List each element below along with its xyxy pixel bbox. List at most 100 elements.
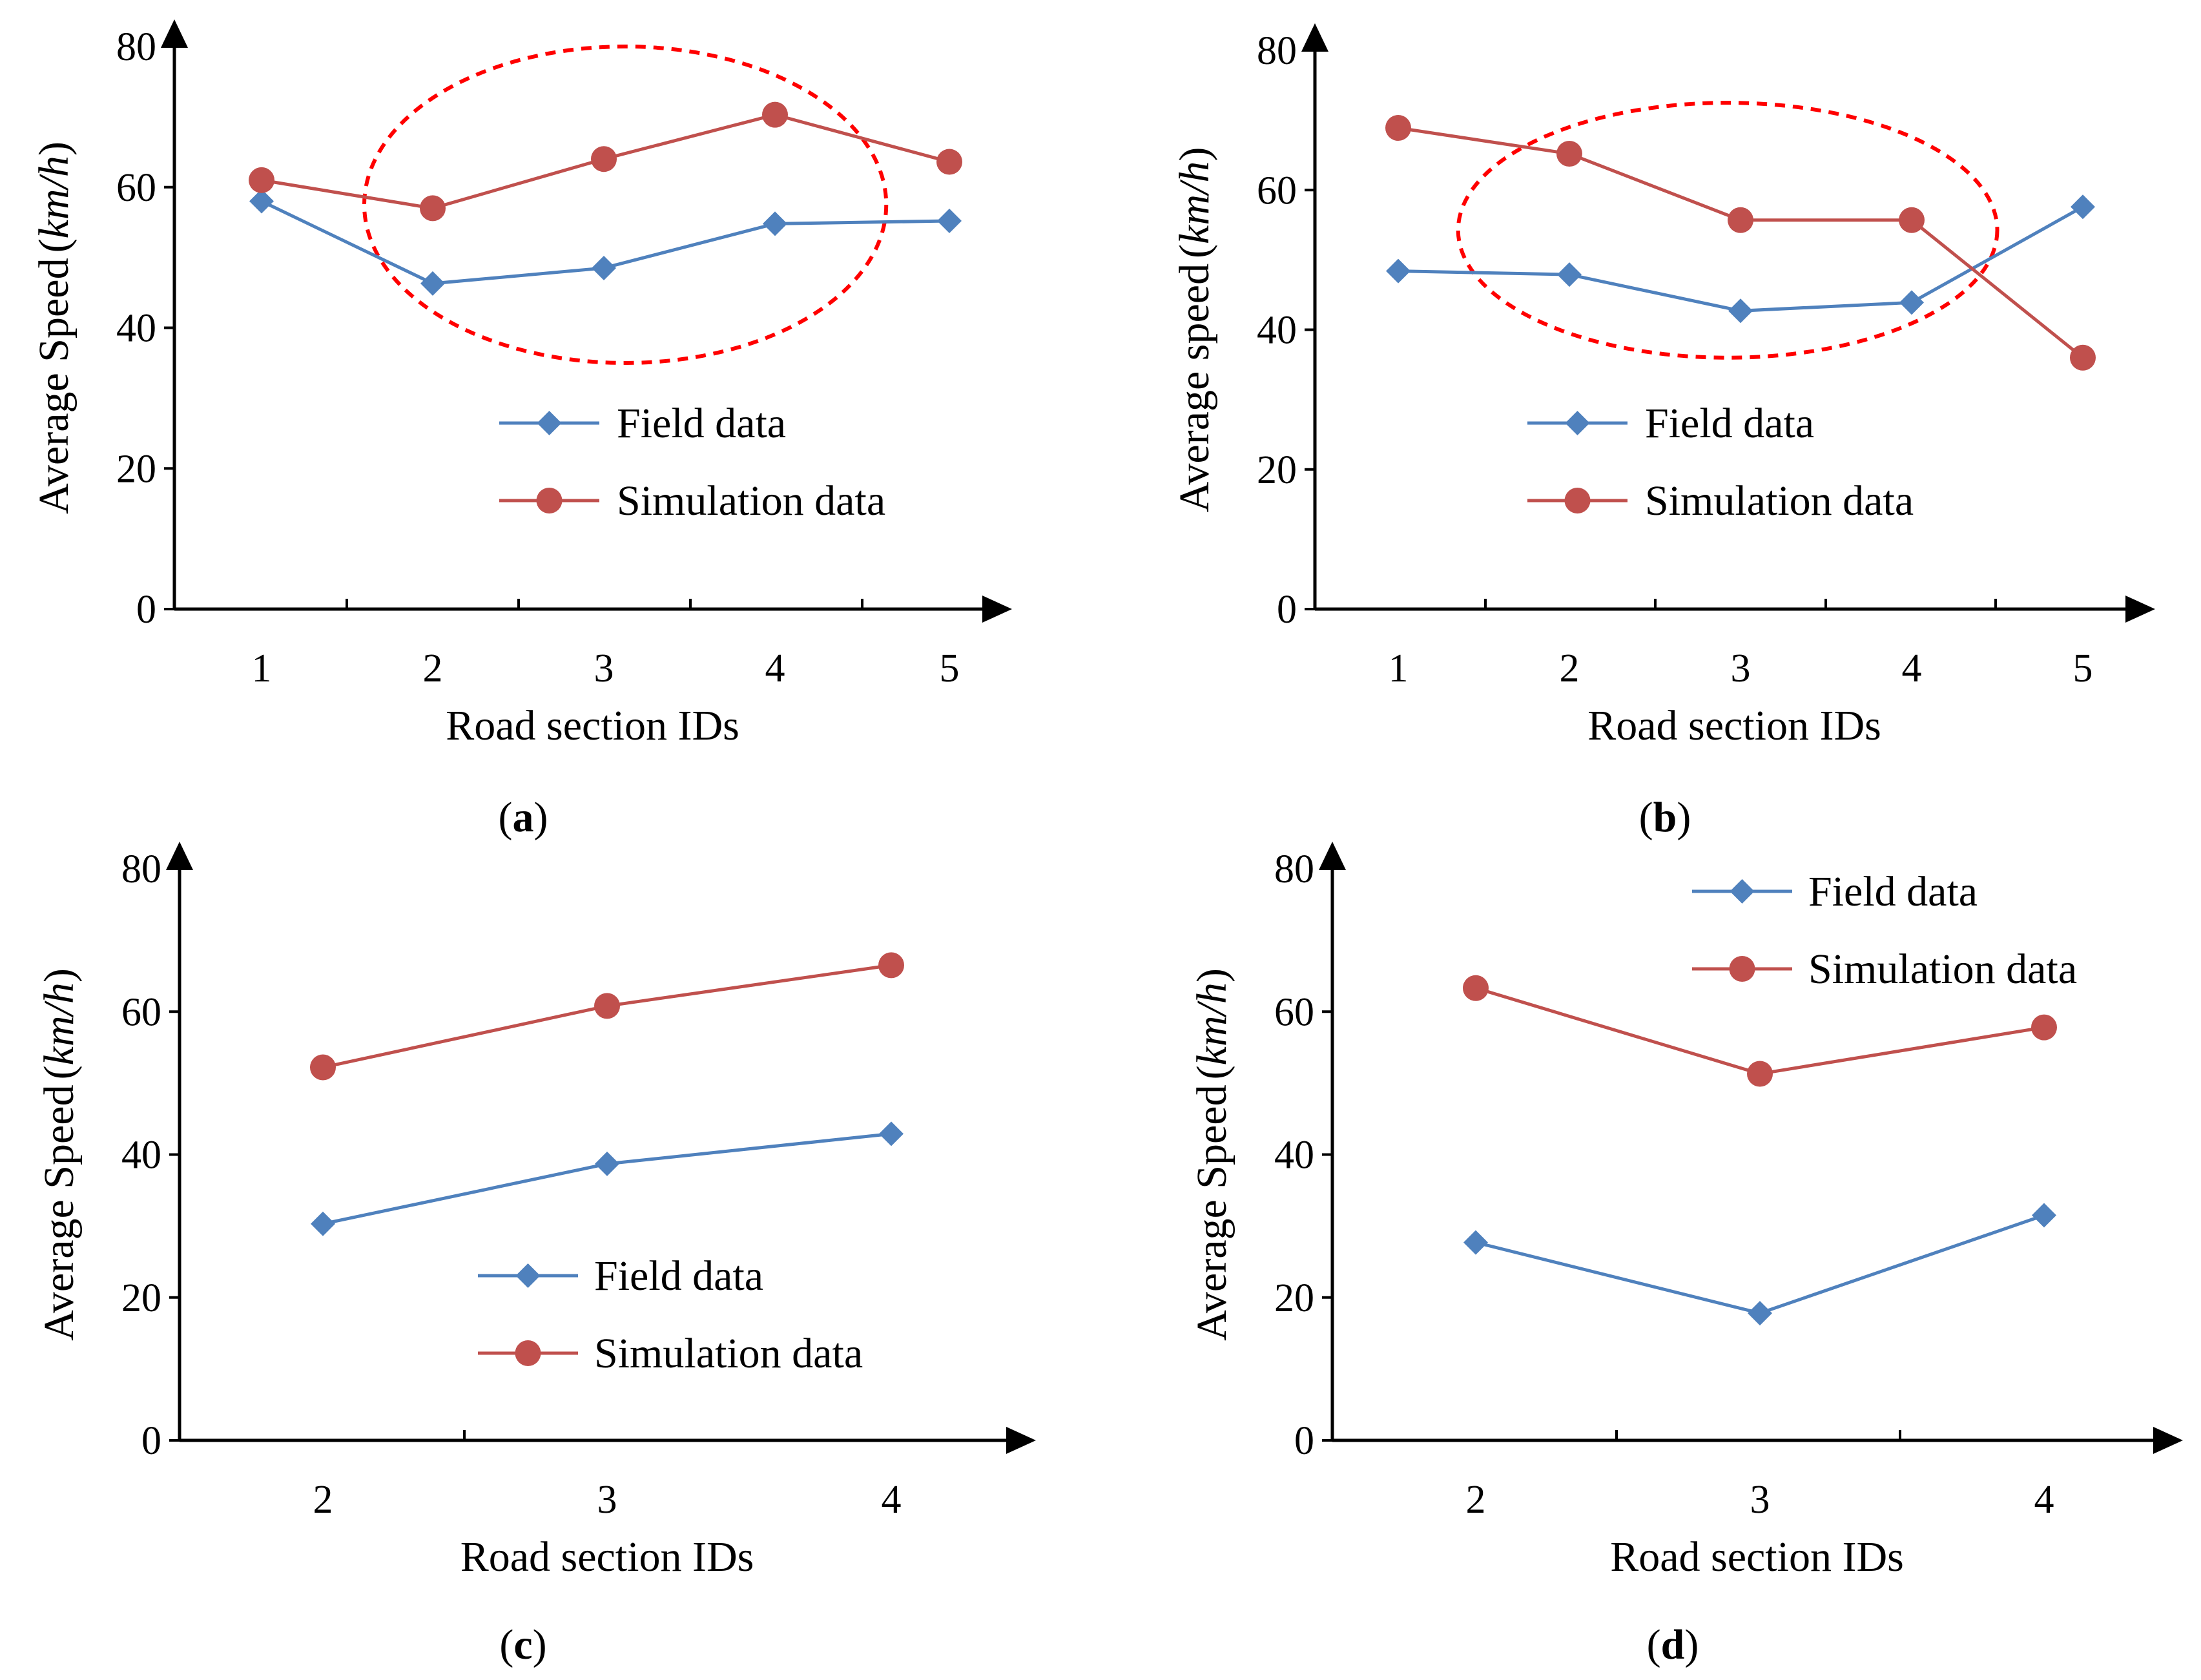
series-simulation-data bbox=[249, 101, 962, 222]
y-axis-title-text: Average Speed bbox=[36, 1084, 83, 1340]
y-tick-label: 0 bbox=[1294, 1419, 1314, 1463]
legend-label: Simulation data bbox=[594, 1330, 863, 1377]
x-tick-label: 3 bbox=[1750, 1478, 1770, 1522]
data-point bbox=[1463, 1230, 1488, 1255]
y-tick-label: 80 bbox=[1274, 847, 1314, 891]
caption-paren-close: ) bbox=[533, 1621, 547, 1668]
x-axis-arrow bbox=[1006, 1427, 1036, 1454]
data-point bbox=[1385, 115, 1411, 141]
y-axis-unit: km/h bbox=[1188, 982, 1235, 1065]
y-axis-title-text: Average Speed bbox=[30, 258, 78, 513]
y-axis-title: Average Speed (km/h) bbox=[1188, 968, 1235, 1341]
legend-label: Field data bbox=[617, 400, 786, 447]
data-point bbox=[1728, 298, 1753, 324]
y-axis-title-paren-open: ( bbox=[30, 238, 78, 253]
data-point bbox=[1556, 141, 1582, 167]
y-tick-label: 20 bbox=[1274, 1276, 1314, 1320]
x-tick-label: 4 bbox=[2034, 1478, 2054, 1522]
legend-swatch-marker bbox=[536, 488, 563, 513]
legend: Field data Simulation data bbox=[1527, 400, 1914, 524]
y-tick-label: 0 bbox=[1277, 588, 1297, 632]
y-axis-title-text: Average speed bbox=[1171, 264, 1218, 512]
caption-letter: b bbox=[1653, 794, 1677, 841]
y-tick-label: 60 bbox=[116, 166, 156, 210]
legend-label: Simulation data bbox=[1808, 946, 2077, 993]
data-point bbox=[310, 1054, 336, 1081]
y-axis-title-paren-close: ) bbox=[30, 141, 78, 156]
legend-label: Field data bbox=[1645, 400, 1814, 447]
y-tick-label: 0 bbox=[136, 588, 156, 632]
series-simulation-data bbox=[1385, 115, 2096, 371]
legend-label: Field data bbox=[1808, 868, 1978, 915]
panel-caption: (a) bbox=[499, 794, 548, 841]
caption-letter: a bbox=[513, 794, 534, 841]
panel-caption: (d) bbox=[1647, 1621, 1699, 1668]
y-axis-title: Average Speed (km/h) bbox=[30, 141, 78, 514]
data-point bbox=[763, 211, 787, 236]
x-tick-label: 3 bbox=[597, 1478, 617, 1522]
data-point bbox=[249, 167, 274, 193]
y-axis-arrow bbox=[161, 19, 188, 48]
x-tick-label: 2 bbox=[313, 1478, 333, 1522]
data-point bbox=[249, 189, 274, 214]
y-tick-label: 80 bbox=[1257, 29, 1297, 73]
legend-label: Field data bbox=[594, 1252, 763, 1300]
y-axis-arrow bbox=[1319, 842, 1346, 870]
x-axis-title: Road section IDs bbox=[1610, 1533, 1904, 1581]
y-tick-label: 60 bbox=[121, 990, 161, 1034]
y-axis-arrow bbox=[1301, 23, 1328, 52]
highlight-ellipse bbox=[1456, 101, 2000, 360]
data-point bbox=[936, 149, 962, 175]
y-axis-title-paren-open: ( bbox=[36, 1065, 83, 1079]
x-tick-label: 3 bbox=[594, 647, 614, 690]
legend-label: Simulation data bbox=[617, 477, 885, 524]
y-tick-label: 20 bbox=[1257, 448, 1297, 492]
x-tick-label: 2 bbox=[423, 647, 443, 690]
data-point bbox=[1899, 290, 1924, 315]
x-tick-label: 1 bbox=[252, 647, 272, 690]
data-point bbox=[1899, 207, 1925, 233]
legend-swatch-marker bbox=[537, 411, 562, 435]
y-tick-label: 40 bbox=[116, 307, 156, 351]
caption-paren-open: ( bbox=[499, 794, 513, 841]
y-axis-title-paren-close: ) bbox=[1188, 968, 1235, 982]
x-tick-label: 2 bbox=[1560, 647, 1580, 690]
panel-caption: (c) bbox=[499, 1621, 546, 1668]
chart-panel-a: 0 20 40 60 80 1 2 3 4 5 Road section IDs Average Sp… bbox=[30, 19, 1012, 841]
data-point bbox=[2070, 344, 2096, 371]
legend-swatch-marker bbox=[515, 1340, 541, 1366]
legend: Field data Simulation data bbox=[478, 1252, 863, 1377]
series-line bbox=[1475, 1214, 2045, 1315]
legend-swatch-marker bbox=[1565, 411, 1590, 435]
series-field-data bbox=[1386, 194, 2095, 324]
x-tick-label: 2 bbox=[1466, 1478, 1486, 1522]
caption-letter: c bbox=[513, 1621, 532, 1668]
legend-swatch-marker bbox=[515, 1263, 541, 1288]
x-tick-label: 1 bbox=[1389, 647, 1409, 690]
panel-caption: (b) bbox=[1639, 794, 1691, 841]
series-simulation-data bbox=[310, 952, 904, 1081]
caption-paren-close: ) bbox=[534, 794, 548, 841]
chart-panel-c: 0 20 40 60 80 2 3 4 Road section IDs Average Spee… bbox=[36, 842, 1036, 1668]
y-axis-title-text: Average Speed bbox=[1188, 1084, 1235, 1340]
x-tick-label: 4 bbox=[765, 647, 785, 690]
y-axis-title-paren-close: ) bbox=[1171, 147, 1218, 161]
y-tick-label: 80 bbox=[121, 847, 161, 891]
x-axis-title: Road section IDs bbox=[446, 702, 739, 749]
data-point bbox=[594, 993, 620, 1019]
data-point bbox=[878, 952, 904, 979]
y-tick-label: 20 bbox=[116, 447, 156, 491]
data-point bbox=[937, 209, 962, 234]
legend: Field data Simulation data bbox=[1692, 868, 2077, 993]
data-point bbox=[1728, 207, 1753, 233]
legend-swatch-marker bbox=[1564, 488, 1591, 513]
legend-swatch-marker bbox=[1729, 956, 1755, 982]
data-point bbox=[592, 255, 616, 280]
x-axis-arrow bbox=[2125, 596, 2155, 623]
data-point bbox=[311, 1211, 335, 1236]
caption-paren-close: ) bbox=[1677, 794, 1691, 841]
series-field-data bbox=[249, 189, 962, 296]
data-point bbox=[1747, 1061, 1773, 1087]
y-tick-label: 40 bbox=[1257, 309, 1297, 353]
